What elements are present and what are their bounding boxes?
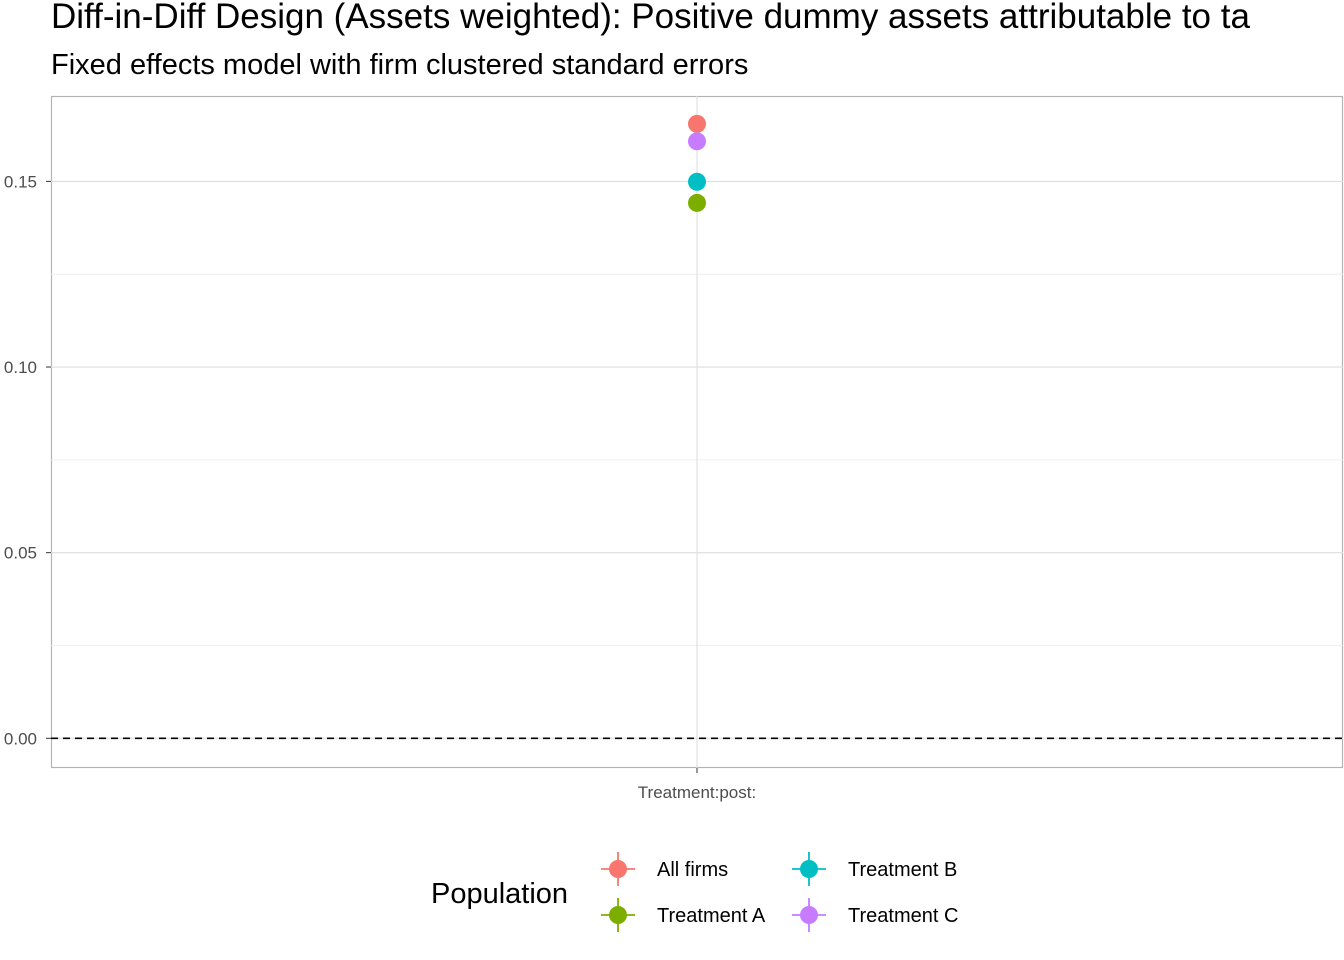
x-tick-label: Treatment:post: xyxy=(638,783,756,802)
legend-key-point xyxy=(800,906,818,924)
y-tick-label: 0.15 xyxy=(4,172,37,191)
legend-label: Treatment B xyxy=(848,859,957,881)
legend-label: All firms xyxy=(657,859,728,881)
data-point xyxy=(688,132,706,151)
legend-label: Treatment C xyxy=(848,905,958,927)
legend-key-point xyxy=(609,906,627,924)
legend-key xyxy=(792,898,826,932)
chart-subtitle: Fixed effects model with firm clustered … xyxy=(51,49,748,81)
y-axis-ticks: 0.00 0.05 0.10 0.15 xyxy=(4,172,51,748)
y-tick-label: 0.05 xyxy=(4,544,37,563)
x-axis-ticks: Treatment:post: xyxy=(638,768,756,802)
data-point xyxy=(688,114,706,133)
y-tick-label: 0.10 xyxy=(4,358,37,377)
legend-label: Treatment A xyxy=(657,905,766,927)
data-point xyxy=(688,193,706,212)
legend: Population All firms Treatment A Treatment… xyxy=(431,852,958,932)
data-point xyxy=(688,172,706,191)
legend-key xyxy=(601,852,635,886)
chart-title: Diff-in-Diff Design (Assets weighted): P… xyxy=(51,0,1250,36)
legend-key xyxy=(601,898,635,932)
y-tick-label: 0.00 xyxy=(4,729,37,748)
legend-key xyxy=(792,852,826,886)
legend-title: Population xyxy=(431,878,568,910)
legend-key-point xyxy=(800,860,818,878)
legend-key-point xyxy=(609,860,627,878)
data-points xyxy=(688,114,706,212)
